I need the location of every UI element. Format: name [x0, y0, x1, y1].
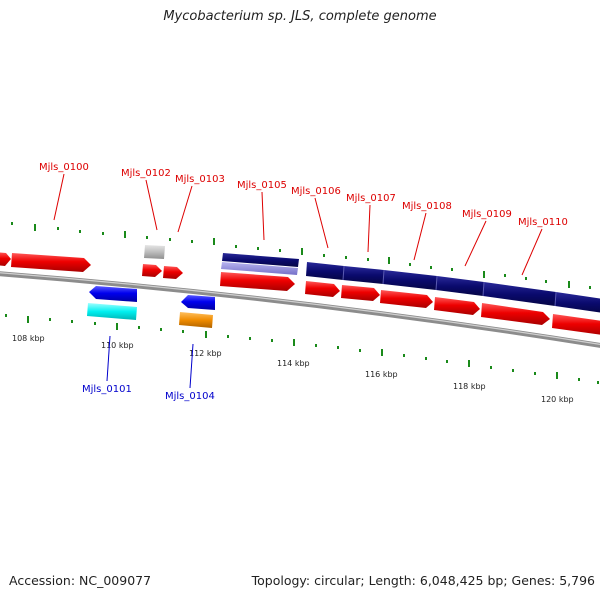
gene-block-grey[interactable]	[144, 245, 165, 259]
gene-label-mjls-0108[interactable]: Mjls_0108	[402, 201, 452, 212]
gene-arrow-mjls-0101[interactable]	[89, 286, 137, 302]
feature-track	[221, 253, 600, 314]
scale-labels: 108 kbp 110 kbp 112 kbp 114 kbp 116 kbp …	[12, 334, 574, 404]
navy-block[interactable]	[436, 276, 484, 296]
gene-labels: Mjls_0100 Mjls_0102 Mjls_0103 Mjls_0105 …	[39, 162, 568, 402]
gene-arrow-mjls-0106[interactable]	[305, 281, 340, 297]
accession-text: Accession: NC_009077	[9, 573, 152, 588]
gene-label-mjls-0106[interactable]: Mjls_0106	[291, 186, 341, 197]
gene-label-mjls-0103[interactable]: Mjls_0103	[175, 174, 225, 185]
tick-label-114-kbp: 114 kbp	[277, 359, 310, 368]
tick-label-110-kbp: 110 kbp	[101, 341, 134, 350]
gene-arrow-mjls-0104[interactable]	[181, 295, 215, 310]
gene-arrow-left-edge[interactable]	[0, 252, 11, 266]
reverse-strand-genes	[87, 286, 215, 328]
gene-arrow-mjls-0102[interactable]	[142, 264, 162, 277]
navy-block[interactable]	[555, 292, 600, 314]
gene-label-mjls-0102[interactable]: Mjls_0102	[121, 168, 171, 179]
gene-arrow-right-edge[interactable]	[552, 314, 600, 336]
lavender-block[interactable]	[221, 262, 298, 275]
navy-block[interactable]	[343, 266, 384, 284]
gene-arrow-mjls-0109[interactable]	[434, 297, 480, 315]
map-title: Mycobacterium sp. JLS, complete genome	[163, 9, 437, 24]
gene-label-mjls-0109[interactable]: Mjls_0109	[462, 209, 512, 220]
gene-block-orange[interactable]	[179, 312, 213, 328]
gene-arrow-mjls-0105[interactable]	[220, 272, 295, 291]
navy-block[interactable]	[306, 262, 344, 280]
gene-block-cyan[interactable]	[87, 303, 137, 320]
navy-block[interactable]	[383, 270, 437, 290]
gene-label-mjls-0110[interactable]: Mjls_0110	[518, 217, 568, 228]
gene-label-mjls-0101[interactable]: Mjls_0101	[82, 384, 132, 395]
genome-summary-text: Topology: circular; Length: 6,048,425 bp…	[251, 573, 595, 588]
tick-label-118-kbp: 118 kbp	[453, 382, 486, 391]
gene-arrow-mjls-0108[interactable]	[380, 290, 433, 308]
tick-label-116-kbp: 116 kbp	[365, 370, 398, 379]
tick-label-112-kbp: 112 kbp	[189, 349, 222, 358]
chromosome-backbone	[0, 271, 600, 348]
gene-arrow-mjls-0103[interactable]	[163, 266, 183, 279]
inner-tick-row	[5, 314, 599, 384]
gene-label-mjls-0105[interactable]: Mjls_0105	[237, 180, 287, 191]
outer-tick-row	[11, 222, 591, 289]
gene-arrow-mjls-0107[interactable]	[341, 285, 380, 301]
navy-block[interactable]	[483, 282, 556, 306]
gene-arrow-mjls-0100[interactable]	[11, 253, 91, 272]
chromosome-backbone-highlight	[0, 272, 600, 346]
navy-block[interactable]	[222, 253, 299, 267]
gene-label-mjls-0107[interactable]: Mjls_0107	[346, 193, 396, 204]
tick-label-108-kbp: 108 kbp	[12, 334, 45, 343]
forward-strand-genes	[0, 245, 600, 336]
tick-label-120-kbp: 120 kbp	[541, 395, 574, 404]
gene-label-mjls-0104[interactable]: Mjls_0104	[165, 391, 215, 402]
gene-arrow-mjls-0110[interactable]	[481, 303, 550, 325]
gene-label-mjls-0100[interactable]: Mjls_0100	[39, 162, 89, 173]
label-leaders	[53, 173, 543, 389]
